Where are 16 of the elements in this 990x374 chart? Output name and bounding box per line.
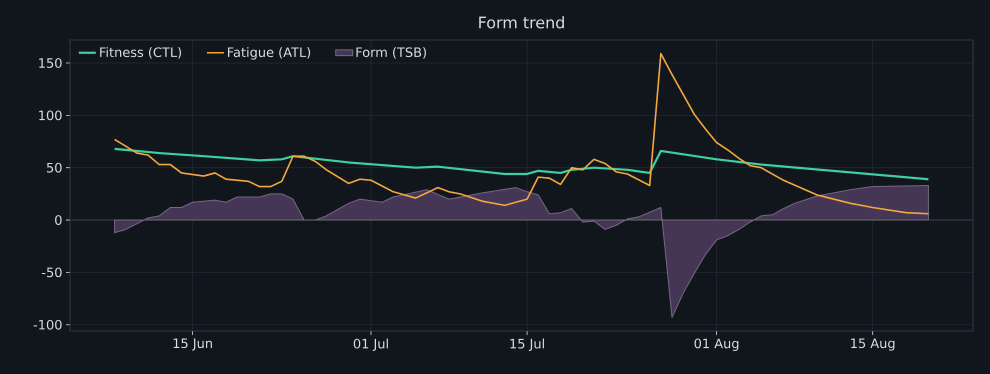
x-tick-label: 15 Aug	[851, 338, 894, 351]
y-tick-label: 100	[39, 110, 62, 120]
y-tick-label: 50	[47, 162, 62, 173]
y-tick-label: -50	[42, 267, 62, 278]
y-tick-label: -100	[34, 320, 62, 330]
x-tick-label: 01 Jul	[354, 338, 388, 351]
legend-label: Fatigue (ATL)	[228, 47, 310, 60]
y-tick-label: 150	[39, 58, 62, 68]
chart-title: Form trend	[479, 16, 564, 28]
x-tick-label: 15 Jun	[174, 338, 212, 351]
legend-label: Fitness (CTL)	[100, 47, 182, 59]
legend-label: Form (TSB)	[356, 47, 426, 59]
line-series	[113, 148, 930, 180]
x-tick-label: 15 Jul	[510, 338, 544, 351]
x-tick-label: 01 Aug	[694, 338, 738, 351]
y-tick-label: 0	[55, 215, 62, 225]
